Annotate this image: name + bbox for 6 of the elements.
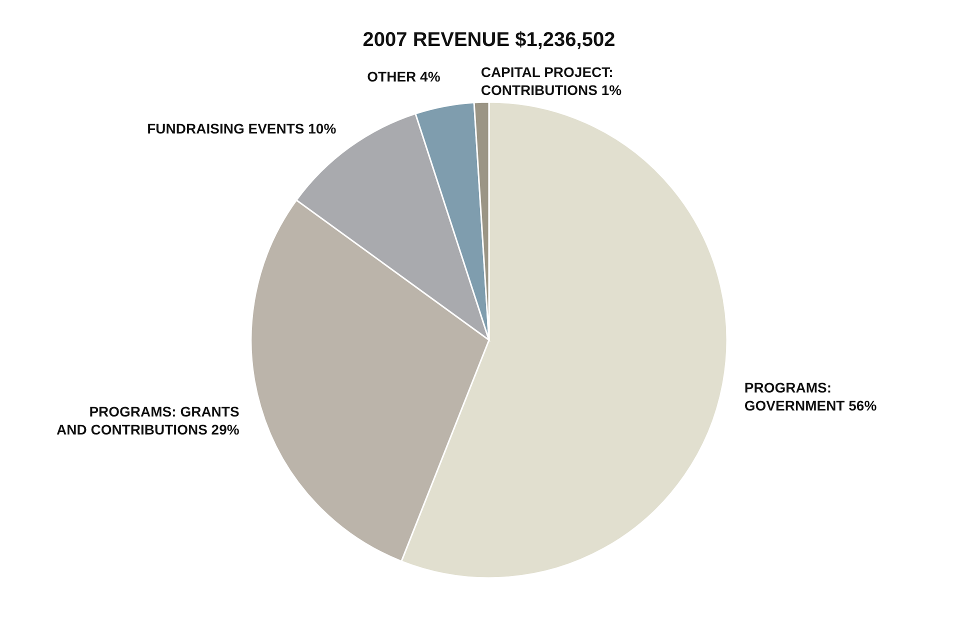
slice-label: PROGRAMS: GRANTS AND CONTRIBUTIONS 29% (56, 404, 240, 438)
slice-label: FUNDRAISING EVENTS 10% (147, 120, 337, 137)
slice-label: CAPITAL PROJECT: CONTRIBUTIONS 1% (480, 64, 622, 98)
slice-label: OTHER 4% (367, 68, 441, 85)
chart-title: 2007 REVENUE $1,236,502 (362, 29, 616, 51)
slice-label: PROGRAMS: GOVERNMENT 56% (744, 380, 878, 414)
